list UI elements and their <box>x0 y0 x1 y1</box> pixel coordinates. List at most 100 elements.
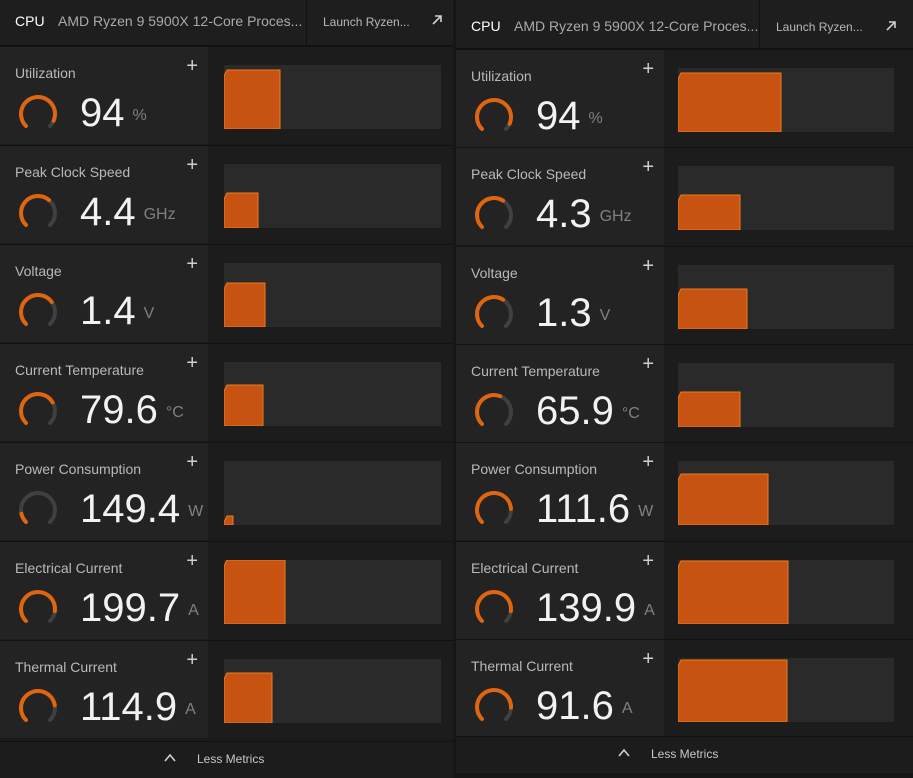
launch-ryzen-link[interactable]: Launch Ryzen... <box>323 15 410 29</box>
add-metric-icon[interactable]: + <box>186 55 198 77</box>
metric-history-bar <box>224 384 264 426</box>
metric-label: Thermal Current <box>471 658 573 674</box>
metric-history-bar <box>224 69 281 129</box>
metric-label: Power Consumption <box>15 461 142 477</box>
gauge-icon <box>475 196 513 230</box>
header-divider <box>306 0 307 45</box>
metric-history-bar <box>678 391 741 427</box>
metric-row-power-consumption: Power Consumption +149.4 W <box>0 442 453 540</box>
metric-unit: % <box>132 107 147 124</box>
metric-row-peak-clock-speed: Peak Clock Speed +4.4 GHz <box>0 145 453 243</box>
metric-number: 4.3 <box>536 192 592 236</box>
metric-history-graph <box>678 166 894 230</box>
gauge-icon <box>475 393 513 427</box>
metric-value: 91.6 A <box>536 684 633 729</box>
metric-summary: Current Temperature +79.6 °C <box>0 344 208 441</box>
add-metric-icon[interactable]: + <box>642 550 654 572</box>
metric-value: 79.6 °C <box>80 388 184 433</box>
metric-history-bar <box>678 560 789 624</box>
metric-row-utilization: Utilization +94% <box>0 46 453 144</box>
metric-summary: Utilization +94% <box>0 47 208 144</box>
metric-unit: °C <box>621 405 640 422</box>
metric-number: 65.9 <box>536 389 614 433</box>
metric-history-graph <box>678 461 894 525</box>
metric-label: Current Temperature <box>471 363 600 379</box>
metric-summary: Electrical Current +199.7 A <box>0 542 208 639</box>
metric-number: 1.3 <box>536 291 592 335</box>
metric-history-bar <box>224 515 234 525</box>
processor-name: AMD Ryzen 9 5900X 12-Core Proces... <box>58 13 303 29</box>
metric-unit: V <box>143 305 155 322</box>
metric-label: Electrical Current <box>471 560 579 576</box>
metric-row-thermal-current: Thermal Current +91.6 A <box>456 639 913 737</box>
add-metric-icon[interactable]: + <box>642 451 654 473</box>
metric-value: 111.6 W <box>536 487 653 532</box>
metric-unit: W <box>188 503 204 520</box>
metric-history-graph <box>224 164 441 228</box>
less-metrics-button[interactable]: Less Metrics <box>651 747 719 761</box>
metric-label: Voltage <box>471 265 518 281</box>
chevron-up-icon[interactable] <box>617 747 631 759</box>
metric-number: 79.6 <box>80 388 158 432</box>
gauge-icon <box>19 491 57 525</box>
external-link-icon[interactable] <box>430 13 444 27</box>
metric-history-graph <box>224 263 441 327</box>
metric-summary: Voltage +1.4 V <box>0 245 208 342</box>
cpu-panel-1: CPU AMD Ryzen 9 5900X 12-Core Proces... … <box>0 0 453 778</box>
gauge-icon <box>475 98 513 132</box>
metric-value: 139.9 A <box>536 586 655 631</box>
add-metric-icon[interactable]: + <box>642 58 654 80</box>
chevron-up-icon[interactable] <box>163 752 177 764</box>
metric-number: 94 <box>80 91 125 135</box>
footer-bar[interactable]: Less Metrics <box>0 741 453 778</box>
metric-row-voltage: Voltage +1.3 V <box>456 246 913 344</box>
external-link-icon[interactable] <box>884 19 898 33</box>
metric-summary: Power Consumption +149.4 W <box>0 443 208 540</box>
add-metric-icon[interactable]: + <box>186 451 198 473</box>
gauge-icon <box>19 590 57 624</box>
metric-value: 1.4 V <box>80 289 154 334</box>
metric-history-bar <box>678 72 782 132</box>
metric-row-power-consumption: Power Consumption +111.6 W <box>456 442 913 540</box>
metric-history-bar <box>678 659 788 722</box>
add-metric-icon[interactable]: + <box>186 649 198 671</box>
add-metric-icon[interactable]: + <box>186 253 198 275</box>
less-metrics-button[interactable]: Less Metrics <box>197 752 265 766</box>
header-divider <box>759 0 760 48</box>
add-metric-icon[interactable]: + <box>186 352 198 374</box>
add-metric-icon[interactable]: + <box>186 550 198 572</box>
metric-summary: Thermal Current +114.9 A <box>0 641 208 738</box>
metric-number: 94 <box>536 94 581 138</box>
metric-history-graph <box>224 461 441 525</box>
metric-history-bar <box>678 194 741 230</box>
cpu-tab[interactable]: CPU <box>471 18 501 34</box>
add-metric-icon[interactable]: + <box>186 154 198 176</box>
add-metric-icon[interactable]: + <box>642 156 654 178</box>
add-metric-icon[interactable]: + <box>642 648 654 670</box>
cpu-tab[interactable]: CPU <box>15 13 45 29</box>
metric-history-graph <box>224 362 441 426</box>
add-metric-icon[interactable]: + <box>642 255 654 277</box>
metric-row-voltage: Voltage +1.4 V <box>0 244 453 342</box>
add-metric-icon[interactable]: + <box>642 353 654 375</box>
panel-header: CPU AMD Ryzen 9 5900X 12-Core Proces... … <box>456 0 913 49</box>
metric-value: 1.3 V <box>536 291 610 336</box>
metric-summary: Thermal Current +91.6 A <box>456 640 664 737</box>
metric-label: Power Consumption <box>471 461 598 477</box>
metric-number: 111.6 <box>536 487 631 531</box>
metric-row-electrical-current: Electrical Current +139.9 A <box>456 541 913 639</box>
metric-history-graph <box>678 560 894 624</box>
metric-value: 94% <box>80 91 147 136</box>
metric-number: 139.9 <box>536 586 637 630</box>
metric-history-graph <box>678 363 894 427</box>
metric-number: 149.4 <box>80 487 181 531</box>
launch-ryzen-link[interactable]: Launch Ryzen... <box>776 20 863 34</box>
metric-value: 199.7 A <box>80 586 199 631</box>
metric-value: 149.4 W <box>80 487 203 532</box>
metric-history-graph <box>224 65 441 129</box>
metric-summary: Peak Clock Speed +4.3 GHz <box>456 148 664 245</box>
metric-row-current-temperature: Current Temperature +65.9 °C <box>456 344 913 442</box>
footer-bar[interactable]: Less Metrics <box>456 736 913 773</box>
metric-label: Voltage <box>15 263 62 279</box>
metric-unit: A <box>621 700 633 717</box>
